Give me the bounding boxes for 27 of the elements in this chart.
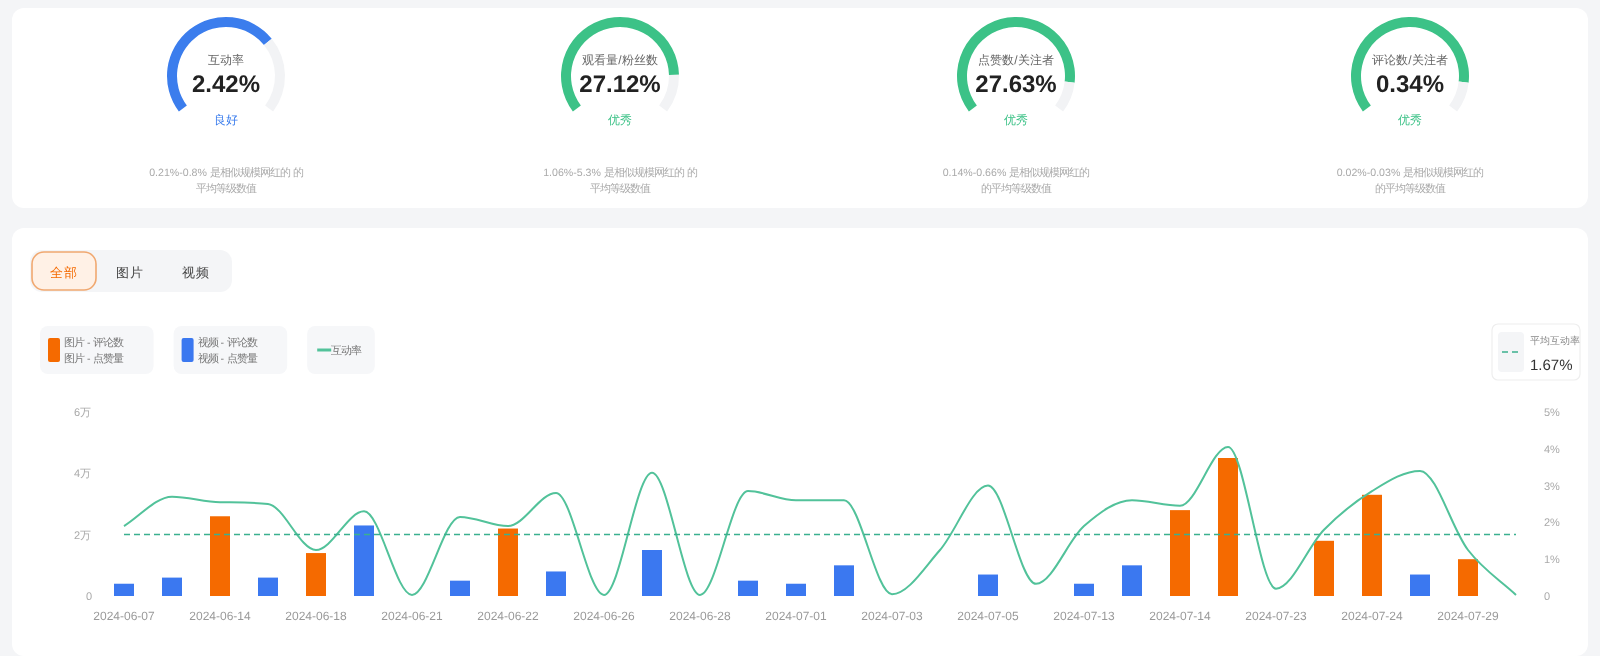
- line-series: [123, 445, 1517, 596]
- bar: [1074, 583, 1094, 596]
- bar: [1314, 540, 1334, 596]
- bar: [450, 580, 470, 596]
- bar: [258, 577, 278, 596]
- bar: [642, 550, 662, 596]
- bar: [738, 580, 758, 596]
- bar: [978, 574, 998, 596]
- bar: [1362, 494, 1382, 596]
- bar: [210, 516, 230, 596]
- text: 27.12%: [579, 70, 662, 98]
- bar: [162, 577, 182, 596]
- bar: [354, 525, 374, 596]
- bar: [546, 571, 566, 596]
- bar: [306, 553, 326, 596]
- bar: [1458, 559, 1478, 596]
- bar: [1122, 565, 1142, 596]
- text: 27.63%: [975, 70, 1058, 98]
- bar: [834, 565, 854, 596]
- bar: [1410, 574, 1430, 596]
- bar: [114, 583, 134, 596]
- text: 0.34%: [1375, 70, 1445, 98]
- bar: [1170, 510, 1190, 596]
- bar: [786, 583, 806, 596]
- bar: [1218, 458, 1238, 596]
- text: 2.42%: [191, 70, 261, 98]
- bar: [498, 528, 518, 596]
